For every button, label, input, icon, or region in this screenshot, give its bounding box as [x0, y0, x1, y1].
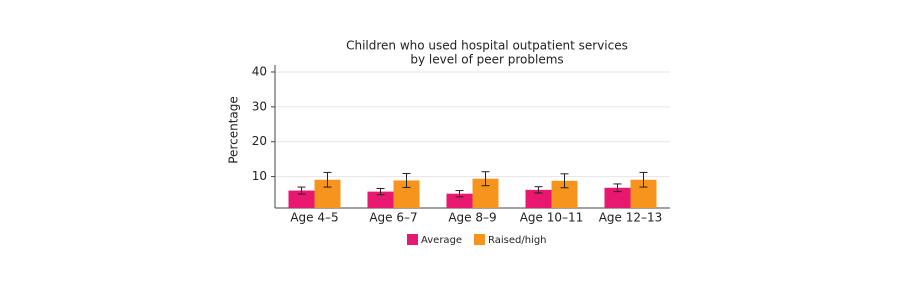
y-tick-label: 40: [252, 64, 267, 78]
x-tick-label: Age 8–9: [448, 211, 496, 225]
legend-label: Average: [421, 235, 462, 246]
legend-swatch: [474, 234, 485, 245]
y-tick-label: 20: [252, 134, 267, 148]
bar: [604, 187, 631, 208]
x-tick-label: Age 12–13: [599, 211, 663, 225]
bar: [446, 193, 473, 208]
chart-title: Children who used hospital outpatient se…: [346, 39, 628, 53]
legend-label: Raised/high: [488, 235, 547, 246]
x-tick-label: Age 4–5: [290, 211, 338, 225]
y-axis-label: Percentage: [227, 96, 241, 164]
x-tick-label: Age 6–7: [369, 211, 417, 225]
legend-swatch: [407, 234, 418, 245]
bar: [525, 189, 552, 208]
bar: [367, 191, 394, 208]
y-tick-label: 10: [252, 169, 267, 183]
chart-title: by level of peer problems: [410, 53, 563, 67]
y-tick-label: 30: [252, 99, 267, 113]
x-tick-label: Age 10–11: [520, 211, 584, 225]
bar: [288, 190, 315, 208]
